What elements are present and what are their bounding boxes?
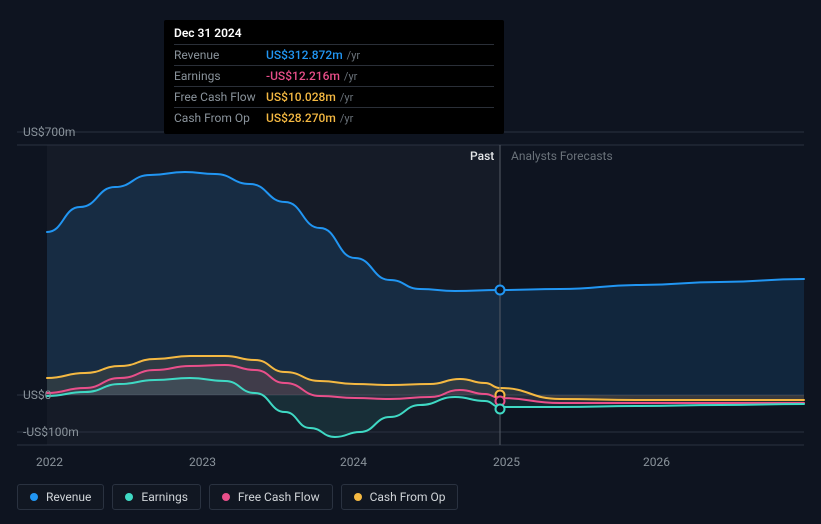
- tooltip-metric-value: US$312.872m: [266, 46, 343, 64]
- x-axis-label: 2025: [493, 455, 520, 469]
- legend-item-label: Revenue: [46, 490, 91, 504]
- tooltip-date: Dec 31 2024: [174, 26, 494, 40]
- past-section-label: Past: [470, 149, 494, 163]
- tooltip-metric-value: US$10.028m: [266, 88, 336, 106]
- legend-item-label: Cash From Op: [370, 490, 446, 504]
- legend-item[interactable]: Earnings: [112, 484, 201, 510]
- x-axis-label: 2026: [643, 455, 670, 469]
- legend-item[interactable]: Revenue: [17, 484, 104, 510]
- tooltip-row: Cash From OpUS$28.270m/yr: [174, 107, 494, 128]
- y-axis-label: -US$100m: [23, 425, 79, 439]
- y-axis-label: US$700m: [23, 125, 75, 139]
- tooltip-metric-unit: /yr: [340, 110, 353, 128]
- chart-tooltip: Dec 31 2024 RevenueUS$312.872m/yrEarning…: [164, 20, 504, 134]
- legend-dot-icon: [30, 493, 38, 501]
- tooltip-row: RevenueUS$312.872m/yr: [174, 44, 494, 65]
- tooltip-metric-value: -US$12.216m: [266, 67, 340, 85]
- legend-item[interactable]: Cash From Op: [341, 484, 459, 510]
- tooltip-row: Earnings-US$12.216m/yr: [174, 65, 494, 86]
- tooltip-metric-unit: /yr: [340, 89, 353, 107]
- legend-dot-icon: [354, 493, 362, 501]
- tooltip-metric-label: Cash From Op: [174, 109, 266, 127]
- tooltip-metric-value: US$28.270m: [266, 109, 336, 127]
- tooltip-metric-unit: /yr: [347, 47, 360, 65]
- legend-dot-icon: [222, 493, 230, 501]
- legend-item-label: Earnings: [141, 490, 188, 504]
- tooltip-metric-label: Earnings: [174, 67, 266, 85]
- tooltip-metric-label: Free Cash Flow: [174, 88, 266, 106]
- x-axis-label: 2024: [340, 455, 367, 469]
- x-axis-label: 2023: [189, 455, 216, 469]
- tooltip-row: Free Cash FlowUS$10.028m/yr: [174, 86, 494, 107]
- x-axis-label: 2022: [36, 455, 63, 469]
- legend-dot-icon: [125, 493, 133, 501]
- legend-item[interactable]: Free Cash Flow: [209, 484, 333, 510]
- legend-item-label: Free Cash Flow: [238, 490, 320, 504]
- financials-chart: Past Analysts Forecasts Dec 31 2024 Reve…: [0, 0, 821, 524]
- y-axis-label: US$0: [23, 388, 51, 402]
- tooltip-metric-label: Revenue: [174, 46, 266, 64]
- forecast-section-label: Analysts Forecasts: [511, 149, 613, 163]
- tooltip-metric-unit: /yr: [344, 68, 357, 86]
- chart-legend: Revenue Earnings Free Cash Flow Cash From O…: [17, 484, 458, 510]
